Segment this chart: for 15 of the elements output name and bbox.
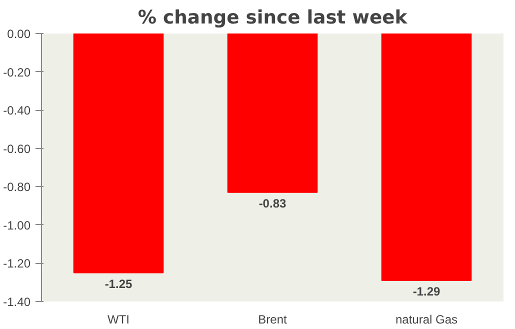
y-tick-label: -0.60 <box>3 142 31 156</box>
y-tick-label: -0.40 <box>3 104 31 118</box>
y-tick-label: -1.40 <box>3 295 31 309</box>
y-tick-label: -0.80 <box>3 180 31 194</box>
x-tick-label: WTI <box>108 312 130 326</box>
y-tick-label: -0.20 <box>3 65 31 80</box>
x-tick-label: Brent <box>258 312 288 326</box>
y-tick-label: -1.00 <box>3 218 31 232</box>
data-label: -1.29 <box>412 284 440 298</box>
y-tick-label: -1.20 <box>3 256 31 271</box>
data-label: -1.25 <box>104 276 132 291</box>
x-tick-label: natural Gas <box>395 312 458 326</box>
chart-title: % change since last week <box>138 8 408 28</box>
data-label: -0.83 <box>258 196 286 210</box>
y-tick-label: 0.00 <box>7 27 31 41</box>
